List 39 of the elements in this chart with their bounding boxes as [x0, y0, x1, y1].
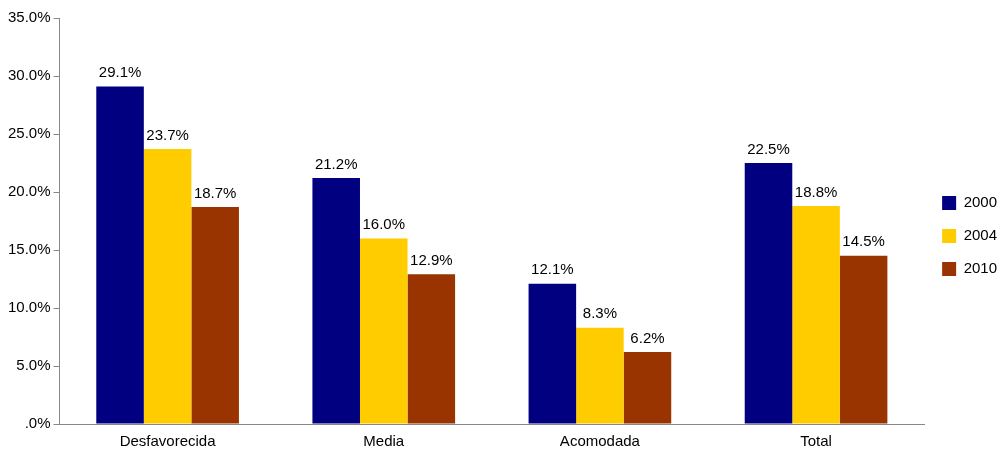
data-label: 16.0%: [362, 215, 406, 233]
bar: [407, 274, 456, 424]
bar: [312, 178, 360, 424]
y-tick-label: 10.0%: [7, 298, 51, 316]
y-tick-label: .0%: [24, 414, 51, 432]
x-tick-label: Acomodada: [559, 432, 641, 450]
data-label: 14.5%: [842, 232, 885, 250]
legend-label: 2000: [963, 193, 998, 211]
x-tick-label: Media: [363, 432, 405, 450]
y-tick-label: 35.0%: [7, 8, 51, 26]
x-tick-label: Total: [800, 432, 832, 450]
y-tick-label: 5.0%: [16, 356, 51, 374]
legend-label: 2010: [963, 259, 998, 277]
bar: [744, 163, 793, 424]
data-label: 12.1%: [531, 260, 574, 278]
bar: [839, 255, 888, 424]
data-label: 23.7%: [146, 125, 189, 143]
x-tick-label: Desfavorecida: [119, 432, 217, 450]
data-label: 29.1%: [98, 63, 142, 81]
bar: [143, 149, 192, 424]
bar: [576, 327, 624, 424]
data-label: 22.5%: [747, 139, 790, 157]
data-label: 6.2%: [630, 328, 665, 346]
data-label: 8.3%: [582, 304, 618, 322]
bar: [792, 205, 840, 424]
y-tick-label: 30.0%: [7, 66, 51, 84]
legend-label: 2004: [963, 226, 998, 244]
y-tick-label: 25.0%: [7, 124, 51, 142]
data-label: 18.7%: [193, 183, 237, 201]
data-label: 18.8%: [794, 182, 838, 200]
y-tick-label: 15.0%: [7, 240, 51, 258]
y-tick-label: 20.0%: [7, 182, 51, 200]
bar: [528, 283, 577, 424]
bar: [96, 86, 144, 424]
data-label: 12.9%: [410, 251, 453, 268]
bar: [191, 207, 239, 424]
bar: [623, 352, 672, 424]
data-label: 21.2%: [314, 154, 358, 172]
bar: [359, 238, 408, 424]
